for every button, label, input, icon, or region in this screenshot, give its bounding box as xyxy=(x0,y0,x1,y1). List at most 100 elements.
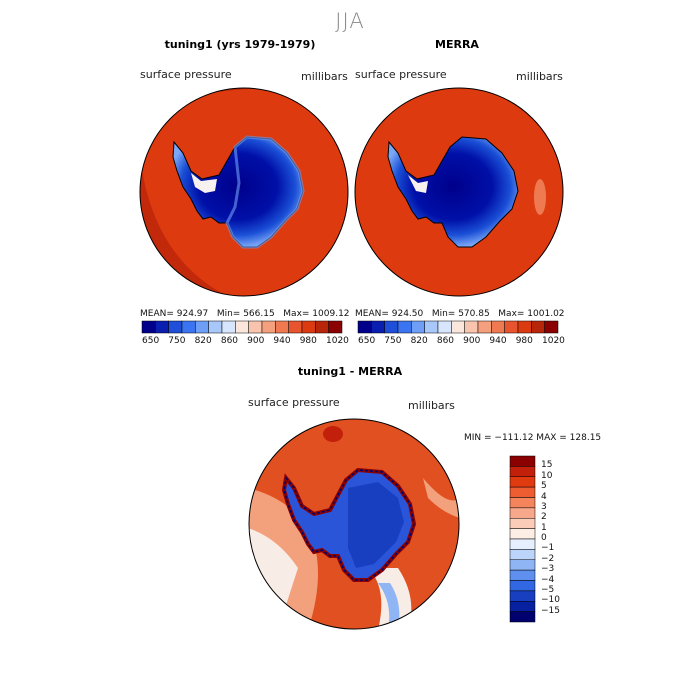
panel-title-model: tuning1 (yrs 1979-1979) xyxy=(164,38,316,51)
diff-variable-label: surface pressure xyxy=(248,396,340,409)
model-mean: MEAN= 924.97 xyxy=(140,309,209,319)
colorbar-swatch xyxy=(301,320,316,334)
colorbar-tick-label: 940 xyxy=(273,336,291,346)
colorbar-swatch xyxy=(544,320,559,334)
diff-colorbar-tick-label: 1 xyxy=(541,522,547,533)
diff-colorbar-tick-label: −3 xyxy=(541,564,555,575)
diff-colorbar-tick-label: 10 xyxy=(541,470,553,481)
diff-colorbar-swatch xyxy=(509,611,536,623)
diff-colorbar-tick-label: 2 xyxy=(541,512,547,523)
colorbar-tick-label: 900 xyxy=(463,336,481,346)
panel-title-merra: MERRA xyxy=(435,38,479,51)
colorbar-tick-label: 750 xyxy=(384,336,402,346)
colorbar-swatch xyxy=(437,320,452,334)
colorbar-swatch xyxy=(181,320,196,334)
model-units-label: millibars xyxy=(301,70,348,83)
diff-colorbar-ticks: 15 10 5 4 3 2 1 0 −1 −2 −3 −4 −5 −10 −15 xyxy=(541,456,581,622)
diff-colorbar-tick-label: 5 xyxy=(541,481,547,492)
colorbar-tick-label: 1020 xyxy=(326,336,349,346)
colorbar-tick-label: 940 xyxy=(489,336,507,346)
colorbar-swatch xyxy=(397,320,412,334)
diff-colorbar-tick-label: −10 xyxy=(541,595,560,606)
colorbar-tick-label: 650 xyxy=(142,336,160,346)
diff-colorbar-swatch xyxy=(509,507,536,519)
model-variable-label: surface pressure xyxy=(140,68,232,81)
diff-colorbar-swatch xyxy=(509,528,536,540)
colorbar-swatch xyxy=(168,320,183,334)
model-polar-map xyxy=(139,87,349,297)
model-stats: MEAN= 924.97 Min= 566.15 Max= 1009.12 xyxy=(140,309,350,319)
diff-title: tuning1 - MERRA xyxy=(297,365,403,378)
colorbar-tick-label: 980 xyxy=(515,336,533,346)
colorbar-swatch xyxy=(371,320,385,334)
colorbar-swatch xyxy=(451,320,465,334)
colorbar-swatch xyxy=(424,320,439,334)
model-min: Min= 566.15 xyxy=(216,309,275,319)
merra-units-label: millibars xyxy=(516,70,563,83)
diff-colorbar xyxy=(509,455,536,623)
diff-units-label: millibars xyxy=(408,399,455,412)
diff-colorbar-tick-label: −5 xyxy=(541,584,555,595)
model-max: Max= 1009.12 xyxy=(283,309,350,319)
diff-colorbar-tick-label: 0 xyxy=(541,533,547,543)
colorbar-swatch xyxy=(195,320,209,334)
merra-polar-map xyxy=(354,87,564,297)
diff-colorbar-swatch xyxy=(509,476,536,488)
diff-colorbar-swatch xyxy=(509,569,536,581)
diff-colorbar-swatch xyxy=(509,497,536,509)
diff-colorbar-swatch xyxy=(509,466,536,477)
colorbar-tick-label: 900 xyxy=(247,336,265,346)
diff-colorbar-swatch xyxy=(509,601,536,612)
diff-colorbar-tick-label: 15 xyxy=(541,460,553,471)
colorbar-tick-label: 820 xyxy=(410,336,428,346)
colorbar-swatch xyxy=(384,320,399,334)
merra-colorbar xyxy=(357,320,559,334)
season-title: JJA xyxy=(335,9,365,33)
diff-polar-map xyxy=(248,418,460,630)
colorbar-swatch xyxy=(328,320,343,334)
colorbar-swatch xyxy=(504,320,519,334)
colorbar-swatch xyxy=(315,320,329,334)
colorbar-swatch xyxy=(275,320,289,334)
diff-colorbar-swatch xyxy=(509,590,536,602)
colorbar-swatch xyxy=(235,320,249,334)
colorbar-tick-label: 750 xyxy=(168,336,186,346)
colorbar-swatch xyxy=(221,320,236,334)
diff-colorbar-swatch xyxy=(509,559,536,571)
merra-min: Min= 570.85 xyxy=(431,309,490,319)
diff-colorbar-swatch xyxy=(509,486,536,498)
diff-colorbar-swatch xyxy=(509,549,536,560)
colorbar-swatch xyxy=(464,320,479,334)
colorbar-tick-label: 1020 xyxy=(542,336,565,346)
diff-colorbar-tick-label: 4 xyxy=(541,491,547,502)
diff-colorbar-tick-label: −1 xyxy=(541,543,555,554)
merra-variable-label: surface pressure xyxy=(355,68,447,81)
diff-colorbar-tick-label: −2 xyxy=(541,553,555,564)
model-colorbar xyxy=(141,320,343,334)
diff-colorbar-swatch xyxy=(509,518,536,529)
colorbar-tick-label: 980 xyxy=(299,336,317,346)
diff-colorbar-tick-label: 3 xyxy=(541,501,547,512)
merra-colorbar-ticks: 650 750 820 860 900 940 980 1020 xyxy=(358,336,565,348)
colorbar-swatch xyxy=(288,320,303,334)
colorbar-tick-label: 820 xyxy=(194,336,212,346)
model-colorbar-ticks: 650 750 820 860 900 940 980 1020 xyxy=(142,336,349,348)
diff-colorbar-swatch xyxy=(509,538,536,550)
diff-colorbar-tick-label: −15 xyxy=(541,605,560,616)
colorbar-swatch xyxy=(411,320,425,334)
colorbar-swatch xyxy=(517,320,532,334)
colorbar-swatch xyxy=(491,320,505,334)
colorbar-swatch xyxy=(248,320,263,334)
diff-colorbar-tick-label: −4 xyxy=(541,574,555,585)
merra-max: Max= 1001.02 xyxy=(498,309,565,319)
colorbar-swatch xyxy=(531,320,545,334)
diff-colorbar-swatch xyxy=(509,580,536,592)
colorbar-swatch xyxy=(155,320,169,334)
merra-mean: MEAN= 924.50 xyxy=(355,309,424,319)
merra-stats: MEAN= 924.50 Min= 570.85 Max= 1001.02 xyxy=(355,309,565,319)
colorbar-swatch xyxy=(261,320,276,334)
colorbar-tick-label: 860 xyxy=(436,336,455,346)
colorbar-tick-label: 650 xyxy=(358,336,376,346)
colorbar-swatch xyxy=(208,320,223,334)
colorbar-tick-label: 860 xyxy=(220,336,239,346)
